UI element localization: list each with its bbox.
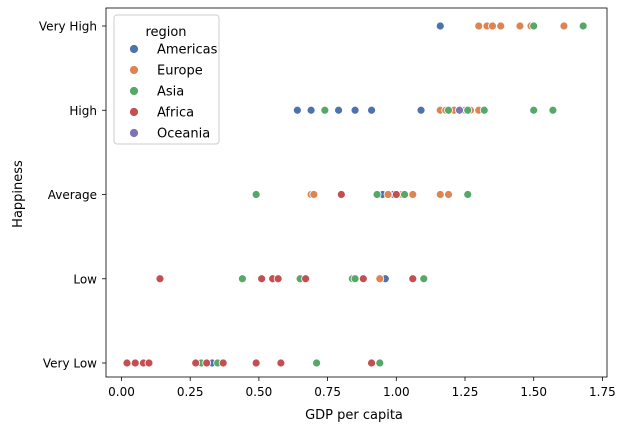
- data-point-asia: [463, 190, 473, 199]
- data-point-europe: [515, 21, 525, 31]
- legend-marker-oceania: [129, 128, 139, 138]
- x-tick-label: 1.00: [383, 385, 410, 399]
- data-point-asia: [372, 190, 382, 199]
- data-point-africa: [191, 358, 201, 368]
- data-point-africa: [358, 274, 368, 284]
- axes-layer: 0.00 0.25 0.50 0.75 1.00 1.25 1.50 1.75 Very Hig…: [39, 7, 616, 399]
- data-point-europe: [488, 21, 497, 31]
- data-point-asia: [400, 190, 409, 199]
- legend-frame: [113, 14, 220, 145]
- data-point-europe: [375, 274, 385, 284]
- data-point-africa: [130, 358, 140, 368]
- data-point-africa: [301, 274, 311, 284]
- data-point-asia: [463, 105, 473, 115]
- data-point-europe: [383, 190, 393, 199]
- data-point-asia: [444, 105, 453, 115]
- data-point-asia: [419, 274, 429, 284]
- legend-marker-americas: [129, 44, 139, 54]
- y-tick-label: High: [69, 104, 97, 118]
- y-tick-label: Average: [48, 188, 97, 202]
- x-tick-label: 1.50: [520, 385, 547, 399]
- data-point-africa: [218, 358, 228, 368]
- data-point-europe: [408, 190, 418, 199]
- x-tick-label: 1.75: [589, 385, 616, 399]
- data-point-africa: [273, 274, 283, 284]
- y-tick-label: Very High: [39, 20, 97, 34]
- legend: region Americas Europe Asia Africa Oceania: [113, 14, 220, 145]
- data-point-africa: [257, 274, 267, 284]
- data-point-europe: [309, 190, 319, 199]
- data-point-europe: [444, 190, 453, 199]
- data-point-africa: [391, 190, 401, 199]
- data-point-asia: [320, 105, 330, 115]
- data-point-europe: [435, 190, 445, 199]
- data-point-europe: [474, 21, 484, 31]
- data-point-asia: [479, 105, 489, 115]
- data-point-europe: [496, 21, 506, 31]
- legend-marker-europe: [129, 65, 139, 75]
- points-layer: [122, 21, 588, 368]
- data-point-asia: [529, 105, 539, 115]
- y-tick-label: Low: [73, 272, 97, 286]
- data-point-africa: [367, 358, 376, 368]
- x-tick-label: 0.00: [108, 385, 135, 399]
- legend-title: region: [145, 25, 186, 40]
- data-point-africa: [202, 358, 212, 368]
- legend-marker-asia: [129, 86, 139, 96]
- y-tick-label: Very Low: [43, 357, 97, 371]
- data-point-asia: [375, 358, 385, 368]
- data-point-americas: [292, 105, 302, 115]
- data-point-asia: [529, 21, 539, 31]
- data-point-americas: [306, 105, 316, 115]
- y-axis-label: Happiness: [11, 160, 26, 228]
- data-point-americas: [367, 105, 376, 115]
- data-point-asia: [238, 274, 247, 284]
- data-point-africa: [276, 358, 286, 368]
- data-point-asia: [350, 274, 360, 284]
- data-point-asia: [548, 105, 558, 115]
- x-axis-label: GDP per capita: [305, 408, 403, 423]
- legend-label-oceania: Oceania: [157, 127, 210, 142]
- legend-items: Americas Europe Asia Africa Oceania: [129, 43, 218, 142]
- data-point-africa: [408, 274, 418, 284]
- legend-label-africa: Africa: [157, 106, 194, 121]
- plot-frame: [105, 7, 608, 378]
- data-point-americas: [416, 105, 426, 115]
- x-tick-label: 0.50: [246, 385, 273, 399]
- data-point-americas: [435, 21, 445, 31]
- data-point-africa: [251, 358, 261, 368]
- data-point-africa: [336, 190, 346, 199]
- legend-label-americas: Americas: [157, 43, 218, 58]
- legend-marker-africa: [129, 107, 139, 117]
- data-point-americas: [350, 105, 360, 115]
- legend-label-europe: Europe: [157, 64, 203, 79]
- data-point-asia: [312, 358, 322, 368]
- data-point-africa: [122, 358, 132, 368]
- data-point-americas: [334, 105, 343, 115]
- data-point-asia: [251, 190, 261, 199]
- data-point-europe: [559, 21, 569, 31]
- data-point-africa: [144, 358, 154, 368]
- legend-label-asia: Asia: [157, 85, 184, 100]
- data-point-oceania: [455, 105, 464, 115]
- x-tick-label: 0.75: [314, 385, 341, 399]
- data-point-asia: [578, 21, 588, 31]
- data-point-africa: [155, 274, 165, 284]
- x-tick-label: 1.25: [452, 385, 479, 399]
- x-tick-label: 0.25: [177, 385, 204, 399]
